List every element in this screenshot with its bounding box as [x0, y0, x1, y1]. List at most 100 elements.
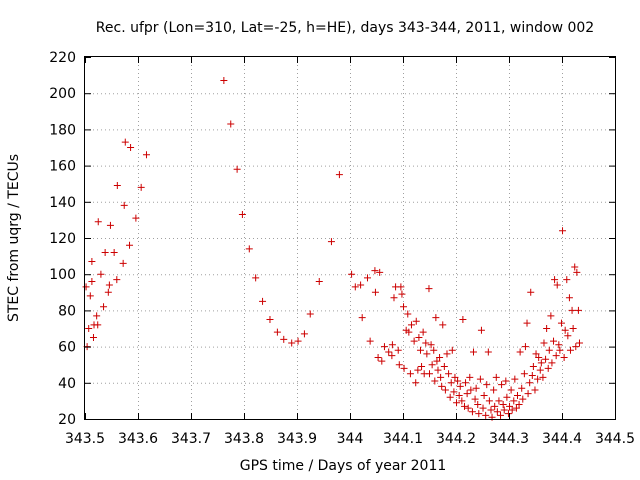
x-tick-label: 343.5 [65, 431, 105, 447]
data-point [482, 411, 490, 419]
data-point [451, 373, 459, 381]
data-point [458, 397, 466, 405]
data-point [467, 386, 475, 394]
data-point [536, 366, 544, 374]
y-axis-label: STEC from uqrg / TECUs [6, 154, 22, 322]
data-point [518, 384, 526, 392]
data-point [571, 263, 579, 271]
data-point [493, 408, 501, 416]
data-point [105, 281, 113, 289]
data-point [300, 330, 308, 338]
data-point [550, 337, 558, 345]
data-point [119, 259, 127, 267]
data-point [110, 248, 118, 256]
data-point [436, 353, 444, 361]
y-tick-label: 60 [58, 340, 76, 356]
data-point [412, 317, 420, 325]
data-point [220, 77, 228, 85]
data-point [423, 350, 431, 358]
data-point [506, 402, 514, 410]
data-point [400, 364, 408, 372]
data-point [450, 388, 458, 396]
data-point [426, 370, 433, 378]
data-point [499, 401, 507, 409]
data-point [404, 310, 412, 318]
data-point [126, 241, 134, 249]
data-point [82, 283, 90, 291]
data-point [551, 276, 559, 284]
data-point [388, 341, 396, 349]
data-point [466, 373, 474, 381]
data-point [566, 346, 574, 354]
data-point [443, 350, 451, 358]
data-point [363, 274, 371, 282]
data-point [374, 353, 382, 361]
y-tick-label: 80 [58, 303, 76, 319]
data-point [569, 325, 577, 332]
data-point [497, 411, 505, 419]
x-tick-label: 343.9 [277, 431, 317, 447]
data-point [540, 339, 548, 347]
data-point [390, 294, 398, 302]
data-point [385, 348, 393, 356]
data-point [448, 346, 456, 354]
x-tick-label: 343.7 [171, 431, 211, 447]
data-point [547, 312, 555, 320]
data-point [456, 382, 464, 390]
data-point [513, 391, 521, 399]
data-point [233, 165, 241, 173]
y-tick-label: 180 [49, 122, 76, 138]
data-point [563, 276, 571, 284]
y-tick-label: 160 [49, 159, 76, 175]
data-point [477, 326, 485, 334]
data-point [459, 315, 467, 323]
data-point [407, 321, 415, 329]
data-point [348, 270, 356, 278]
data-point [88, 277, 96, 285]
data-point [511, 375, 519, 383]
data-point [397, 283, 405, 291]
data-point [388, 352, 396, 360]
data-point [357, 281, 365, 289]
data-point [419, 328, 427, 336]
data-point [539, 373, 547, 381]
data-point [273, 328, 281, 336]
data-point [430, 346, 438, 354]
data-point [440, 363, 448, 371]
data-point [561, 326, 569, 334]
data-point [437, 373, 445, 381]
data-point [564, 332, 572, 340]
data-point [406, 370, 414, 378]
data-point [483, 381, 491, 389]
chart-title: Rec. ufpr (Lon=310, Lat=-25, h=HE), days… [96, 20, 594, 36]
data-point [97, 270, 105, 278]
data-point [294, 337, 302, 345]
data-point [288, 339, 296, 347]
data-point [121, 138, 129, 146]
data-point [462, 379, 470, 387]
data-point [453, 399, 461, 407]
data-point [495, 397, 503, 405]
data-point [515, 401, 523, 409]
data-point [432, 314, 440, 322]
data-point [447, 379, 455, 387]
data-point [491, 402, 499, 410]
data-point [238, 210, 246, 218]
data-point [479, 404, 487, 412]
data-point [543, 325, 551, 332]
axis-ticks [85, 57, 616, 420]
data-point [394, 346, 402, 354]
data-point [113, 276, 121, 284]
y-tick-label: 120 [49, 231, 76, 247]
data-point [556, 346, 564, 354]
data-point [414, 366, 422, 374]
data-point [335, 171, 343, 179]
data-point [427, 341, 435, 349]
x-tick-label: 344 [337, 431, 364, 447]
data-point [327, 238, 335, 246]
data-point [471, 395, 479, 403]
data-point [245, 245, 253, 253]
data-point [376, 268, 384, 276]
data-point [476, 375, 484, 383]
